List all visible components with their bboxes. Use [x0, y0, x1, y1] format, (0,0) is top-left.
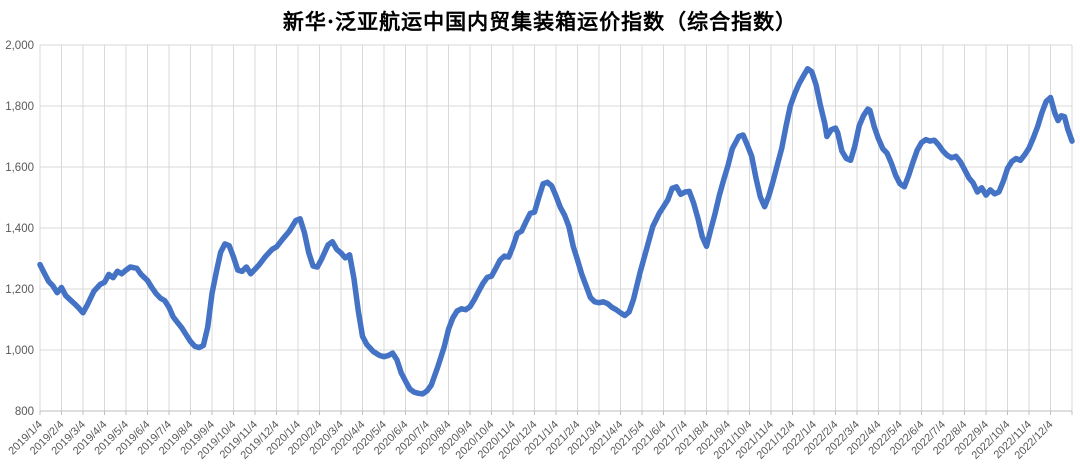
y-tick-label: 1,600	[5, 162, 34, 174]
y-tick-label: 1,200	[5, 284, 34, 296]
y-tick-label: 2,000	[5, 40, 34, 52]
y-tick-label: 1,800	[5, 101, 34, 113]
y-tick-label: 800	[15, 406, 34, 418]
y-tick-label: 1,400	[5, 223, 34, 235]
series-line	[37, 66, 1075, 397]
chart-title: 新华·泛亚航运中国内贸集装箱运价指数（综合指数）	[282, 9, 798, 34]
y-tick-label: 1,000	[5, 345, 34, 357]
